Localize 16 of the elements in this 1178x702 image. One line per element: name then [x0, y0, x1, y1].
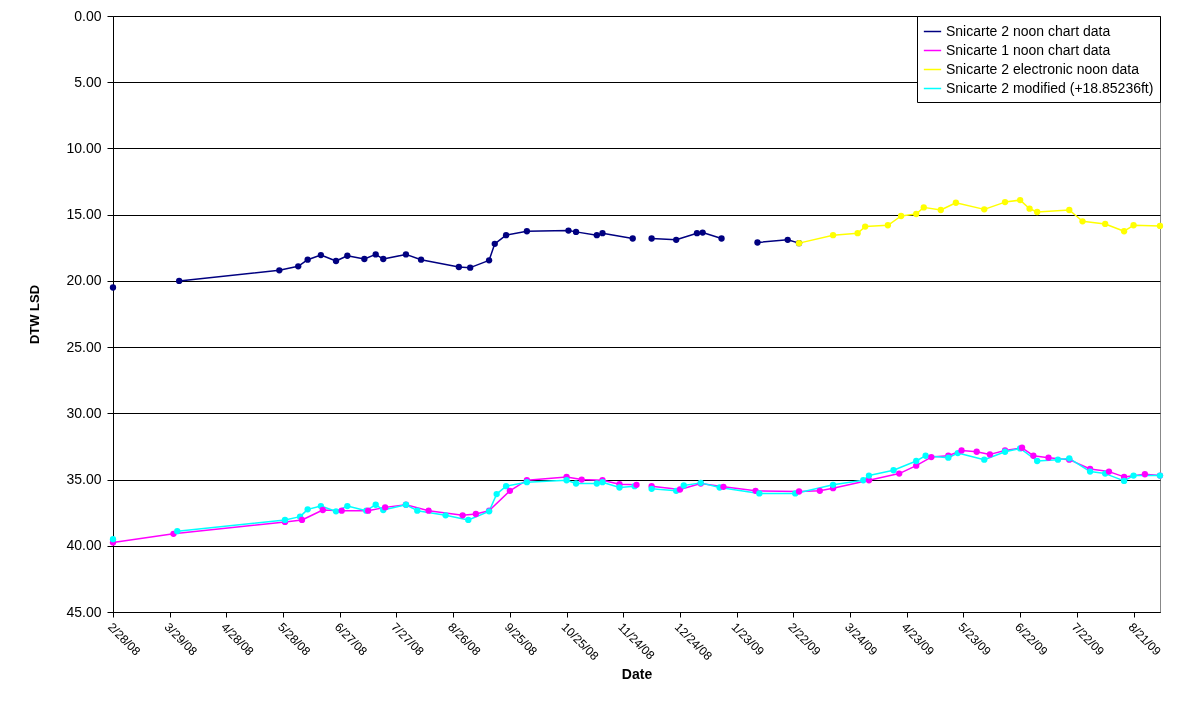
legend-label: Snicarte 2 noon chart data — [946, 22, 1111, 39]
y-tick-label: 45.00 — [66, 603, 102, 620]
y-tick-label: 0.00 — [74, 7, 102, 24]
y-tick-label: 30.00 — [66, 404, 102, 421]
y-tick-label: 10.00 — [66, 139, 102, 156]
y-tick-label: 40.00 — [66, 537, 102, 554]
y-tick-label: 35.00 — [66, 471, 102, 488]
y-tick-label: 5.00 — [74, 73, 102, 90]
y-tick-label: 20.00 — [66, 272, 102, 289]
y-axis-title: DTW LSD — [27, 284, 43, 345]
legend-label: Snicarte 1 noon chart data — [946, 41, 1111, 58]
legend-label: Snicarte 2 electronic noon data — [946, 60, 1140, 77]
y-tick-label: 25.00 — [66, 338, 102, 355]
x-axis-title: Date — [621, 666, 653, 683]
y-tick-label: 15.00 — [66, 206, 102, 223]
legend-label: Snicarte 2 modified (+18.85236ft) — [946, 79, 1154, 96]
